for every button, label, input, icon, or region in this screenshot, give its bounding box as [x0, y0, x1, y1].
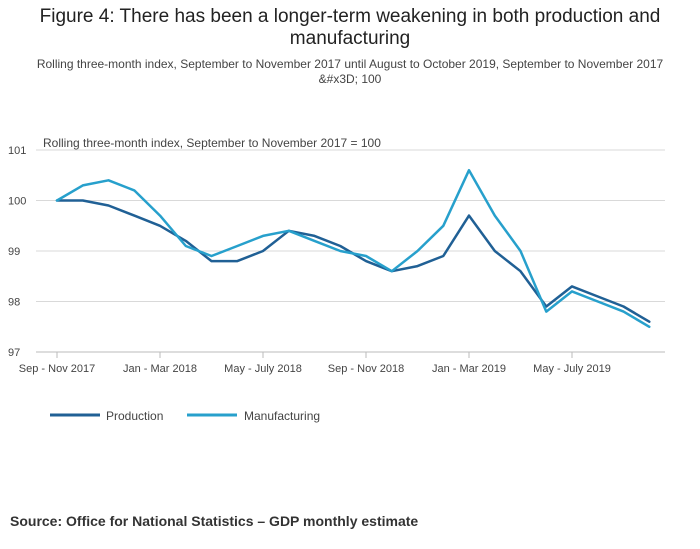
y-tick-label: 98: [8, 297, 20, 309]
x-tick-label: Jan - Mar 2019: [432, 363, 506, 375]
x-axis: Sep - Nov 2017 Jan - Mar 2018 May - July 2…: [19, 352, 611, 375]
legend-label-production: Production: [106, 409, 163, 423]
y-axis-label: Rolling three-month index, September to …: [43, 136, 381, 150]
x-tick-label: Sep - Nov 2017: [19, 363, 95, 375]
y-axis-ticks: 97 98 99 100 101: [8, 145, 26, 359]
series-lines: [55, 168, 651, 329]
y-tick-label: 97: [8, 347, 20, 359]
series-line-manufacturing: [55, 168, 651, 329]
chart-subtitle: Rolling three-month index, September to …: [36, 57, 664, 86]
y-tick-label: 101: [8, 145, 26, 157]
x-tick-label: Jan - Mar 2018: [123, 363, 197, 375]
series-line-production: [55, 199, 651, 323]
chart-title: Figure 4: There has been a longer-term w…: [39, 6, 661, 49]
legend-label-manufacturing: Manufacturing: [244, 409, 320, 423]
x-tick-label: May - July 2019: [533, 363, 611, 375]
y-tick-label: 100: [8, 196, 26, 208]
x-tick-label: May - July 2018: [224, 363, 302, 375]
x-tick-label: Sep - Nov 2018: [328, 363, 404, 375]
source-note: Source: Office for National Statistics –…: [10, 513, 419, 529]
y-tick-label: 99: [8, 246, 20, 258]
legend: Production Manufacturing: [50, 409, 320, 423]
